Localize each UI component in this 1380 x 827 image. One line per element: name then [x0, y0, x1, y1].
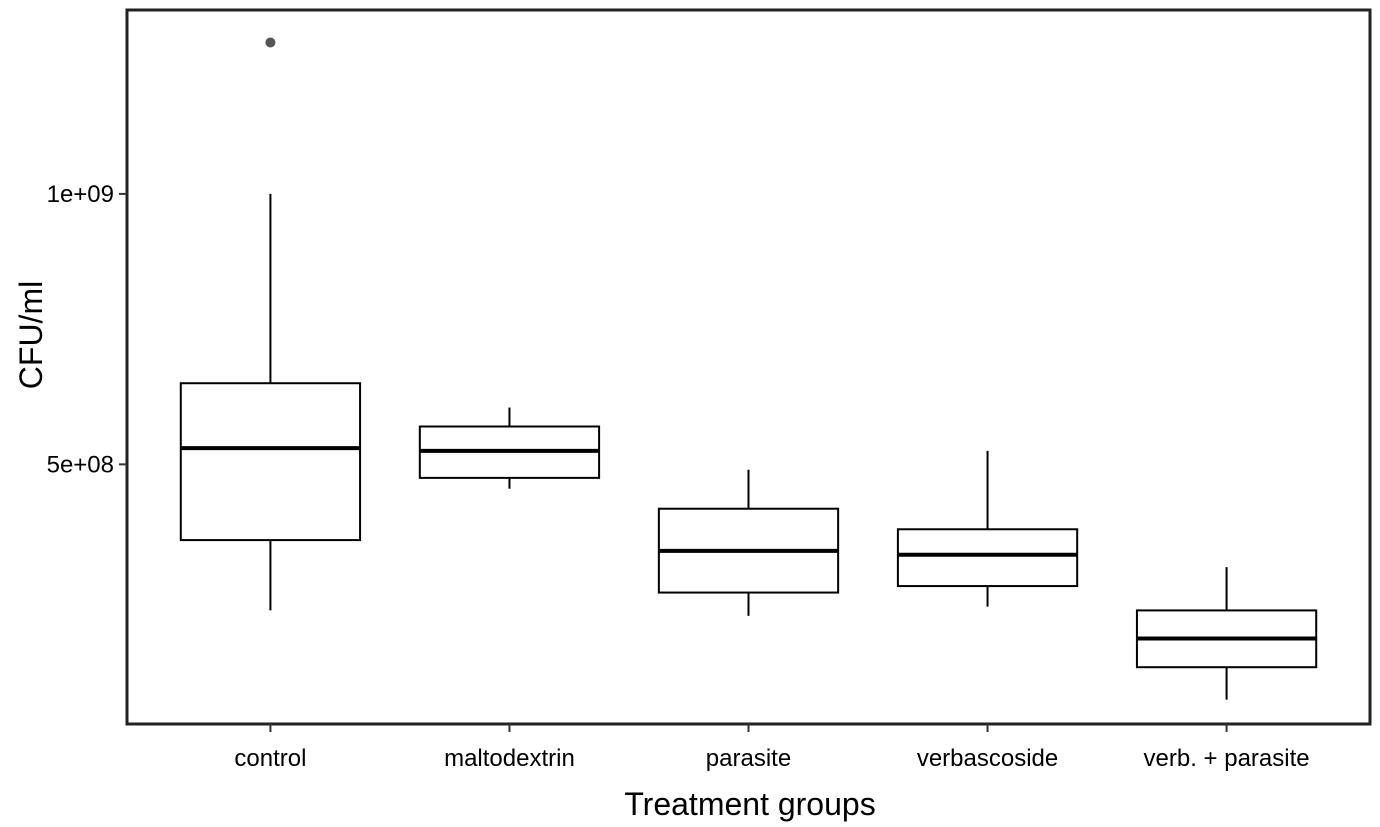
- box-parasite: [657, 469, 840, 616]
- y-axis-title: CFU/ml: [13, 281, 49, 389]
- box-maltodextrin: [418, 407, 601, 489]
- interquartile-box: [179, 382, 362, 542]
- x-tick-label: parasite: [706, 745, 791, 772]
- y-axis: 5e+08 1e+09: [47, 181, 127, 478]
- box-verbascoside: [896, 450, 1079, 607]
- x-tick-label: verb. + parasite: [1144, 745, 1310, 772]
- box-verb-parasite: [1135, 567, 1318, 700]
- plot-marks: [179, 37, 1318, 700]
- x-tick-label: verbascoside: [917, 745, 1058, 772]
- x-tick-label: control: [234, 745, 306, 772]
- box-control: [179, 37, 362, 611]
- y-tick-label: 5e+08: [47, 451, 114, 478]
- x-axis-title: Treatment groups: [624, 786, 875, 822]
- outlier-point: [265, 37, 276, 48]
- x-tick-label: maltodextrin: [444, 745, 575, 772]
- interquartile-box: [896, 528, 1079, 588]
- x-axis: control maltodextrin parasite verbascoside v…: [234, 724, 1310, 772]
- y-tick-label: 1e+09: [47, 181, 114, 208]
